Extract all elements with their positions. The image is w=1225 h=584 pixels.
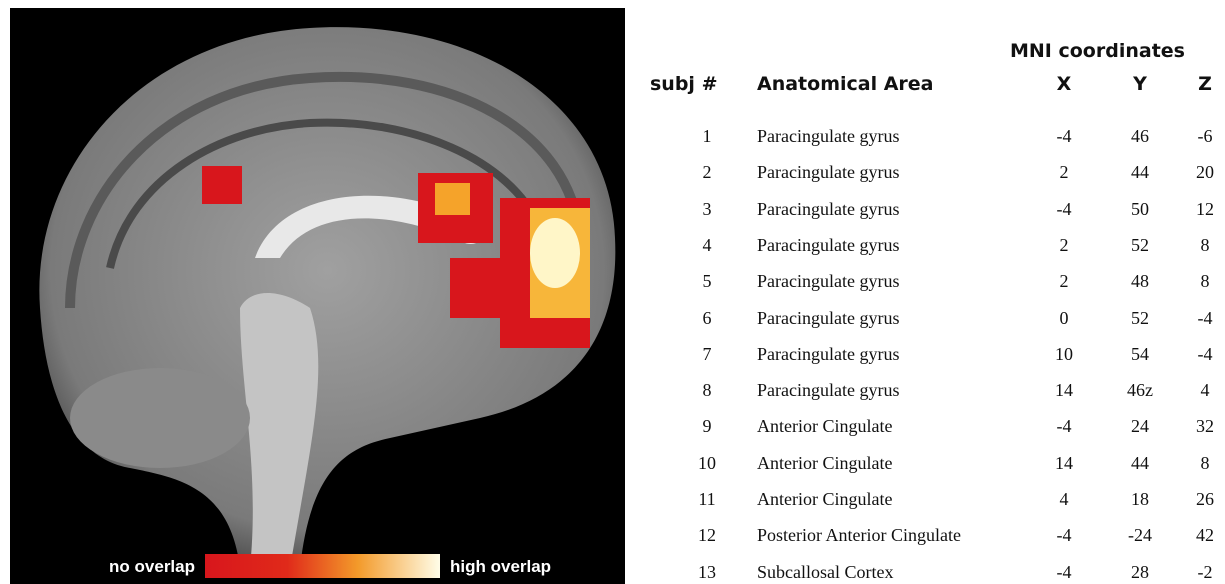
activation <box>435 183 470 215</box>
table-cell: 10 <box>1055 344 1073 365</box>
activation <box>450 258 525 318</box>
table-cell: Subcallosal Cortex <box>757 562 893 583</box>
table-cell: -24 <box>1128 525 1152 546</box>
table-cell: 26 <box>1196 489 1214 510</box>
table-cell: 4 <box>1201 380 1210 401</box>
column-header: subj # <box>650 73 717 95</box>
table-cell: 48 <box>1131 271 1149 292</box>
table-cell: 12 <box>1196 199 1214 220</box>
table-cell: -4 <box>1057 525 1072 546</box>
table-cell: 8 <box>1201 271 1210 292</box>
table-cell: -6 <box>1198 126 1213 147</box>
table-cell: Paracingulate gyrus <box>757 344 899 365</box>
activation <box>202 166 242 204</box>
table-cell: 14 <box>1055 380 1073 401</box>
table-cell: Paracingulate gyrus <box>757 308 899 329</box>
table-cell: 7 <box>703 344 712 365</box>
table-cell: 52 <box>1131 308 1149 329</box>
table-cell: 42 <box>1196 525 1214 546</box>
table-cell: 9 <box>703 416 712 437</box>
table-cell: 54 <box>1131 344 1149 365</box>
table-cell: 2 <box>1060 162 1069 183</box>
table-cell: 1 <box>703 126 712 147</box>
table-cell: 14 <box>1055 453 1073 474</box>
table-cell: Anterior Cingulate <box>757 489 892 510</box>
table-cell: 32 <box>1196 416 1214 437</box>
table-cell: 10 <box>698 453 716 474</box>
table-cell: 6 <box>703 308 712 329</box>
column-header: Anatomical Area <box>757 73 934 95</box>
table-cell: 12 <box>698 525 716 546</box>
table-cell: 28 <box>1131 562 1149 583</box>
table-cell: 44 <box>1131 162 1149 183</box>
table-cell: Paracingulate gyrus <box>757 380 899 401</box>
activation <box>530 218 580 288</box>
table-cell: Posterior Anterior Cingulate <box>757 525 961 546</box>
table-cell: 46z <box>1127 380 1153 401</box>
table-cell: -2 <box>1198 562 1213 583</box>
table-cell: -4 <box>1057 126 1072 147</box>
table-cell: 11 <box>698 489 715 510</box>
table-cell: 18 <box>1131 489 1149 510</box>
table-cell: 24 <box>1131 416 1149 437</box>
column-header: Z <box>1198 73 1212 95</box>
table-cell: 44 <box>1131 453 1149 474</box>
table-cell: 8 <box>1201 453 1210 474</box>
table: MNI coordinates subj # Anatomical Area X Y Z… <box>640 0 1225 584</box>
table-cell: -4 <box>1057 562 1072 583</box>
table-cell: 8 <box>703 380 712 401</box>
table-cell: 2 <box>1060 271 1069 292</box>
group-header: MNI coordinates <box>1010 40 1185 62</box>
table-cell: 2 <box>1060 235 1069 256</box>
figure: no overlap high overlap MNI coordinates … <box>0 0 1225 584</box>
table-cell: Paracingulate gyrus <box>757 235 899 256</box>
table-cell: -4 <box>1198 344 1213 365</box>
table-cell: Paracingulate gyrus <box>757 271 899 292</box>
table-cell: 0 <box>1060 308 1069 329</box>
table-cell: 5 <box>703 271 712 292</box>
cerebellum <box>70 368 250 468</box>
brain-image: no overlap high overlap <box>10 8 625 584</box>
table-cell: Anterior Cingulate <box>757 416 892 437</box>
table-cell: 4 <box>703 235 712 256</box>
table-cell: 3 <box>703 199 712 220</box>
table-cell: 8 <box>1201 235 1210 256</box>
table-cell: Anterior Cingulate <box>757 453 892 474</box>
table-cell: 2 <box>703 162 712 183</box>
table-cell: Paracingulate gyrus <box>757 126 899 147</box>
table-cell: Paracingulate gyrus <box>757 199 899 220</box>
table-cell: 50 <box>1131 199 1149 220</box>
colorbar-high-label: high overlap <box>450 557 551 576</box>
table-cell: 13 <box>698 562 716 583</box>
table-cell: 4 <box>1060 489 1069 510</box>
colorbar-low-label: no overlap <box>109 557 195 576</box>
colorbar <box>205 554 440 578</box>
column-header: X <box>1057 73 1072 95</box>
table-cell: 52 <box>1131 235 1149 256</box>
table-cell: -4 <box>1057 199 1072 220</box>
table-cell: Paracingulate gyrus <box>757 162 899 183</box>
table-cell: -4 <box>1198 308 1213 329</box>
table-cell: 20 <box>1196 162 1214 183</box>
column-header: Y <box>1133 73 1147 95</box>
table-cell: -4 <box>1057 416 1072 437</box>
table-cell: 46 <box>1131 126 1149 147</box>
